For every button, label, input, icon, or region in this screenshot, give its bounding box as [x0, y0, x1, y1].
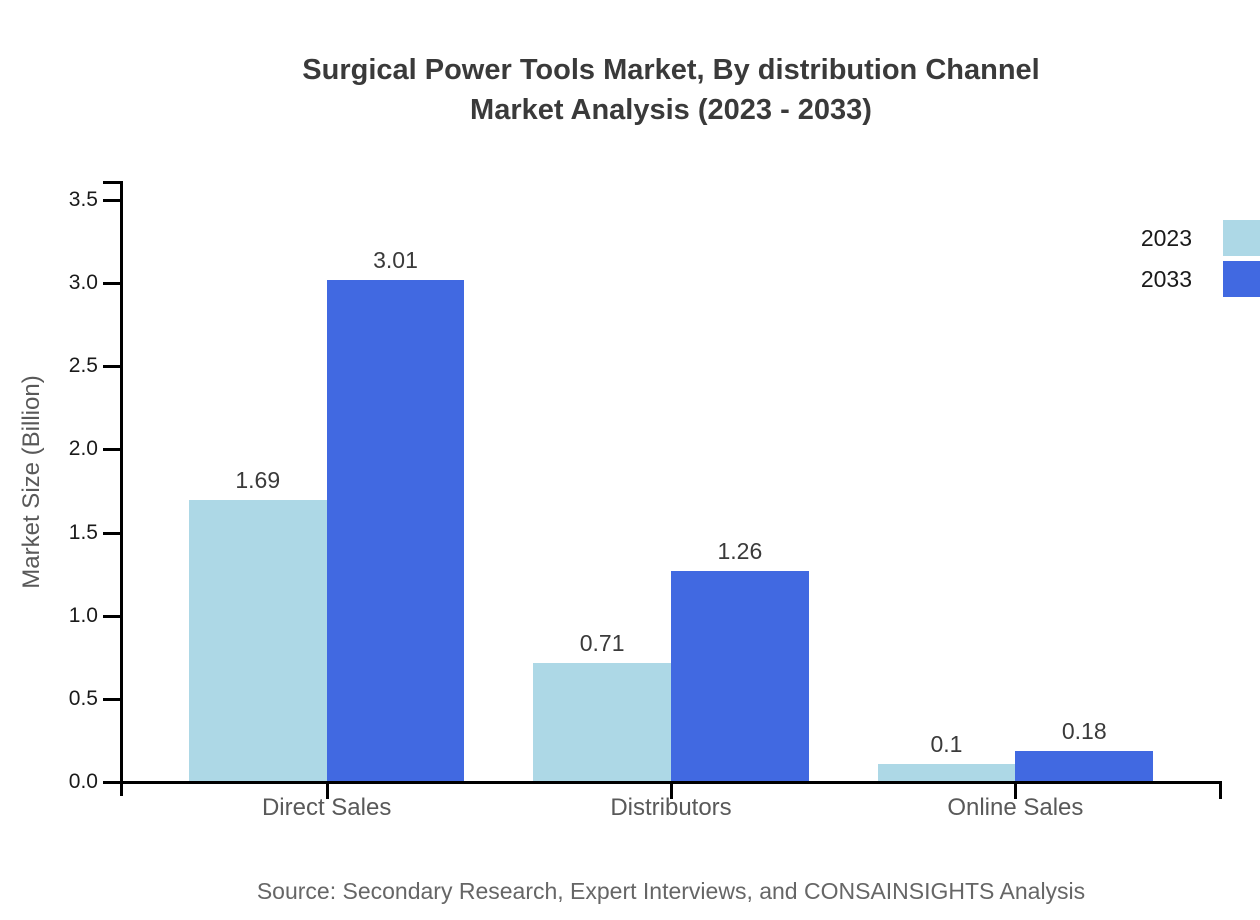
value-label-2033-distributors: 1.26	[717, 538, 763, 565]
value-label-2033-direct-sales: 3.01	[373, 247, 418, 274]
y-tick-label: 1.0	[68, 603, 98, 627]
y-tick-label: 3.5	[68, 188, 98, 211]
y-axis-spine	[120, 181, 123, 796]
y-tick	[103, 781, 120, 784]
y-tick	[103, 282, 120, 286]
bar-2033-direct-sales	[326, 280, 465, 781]
y-tick	[103, 448, 120, 452]
y-tick	[103, 531, 120, 535]
y-tick-label: 1.5	[68, 520, 98, 544]
legend-swatch	[1223, 261, 1260, 297]
y-tick-label: 2.5	[68, 354, 98, 378]
chart-title-line2: Market Analysis (2023 - 2033)	[470, 94, 872, 126]
y-tick	[103, 697, 120, 701]
bar-2023-direct-sales	[188, 499, 327, 781]
value-label-2023-direct-sales: 1.69	[235, 466, 281, 493]
category-label: Distributors	[610, 794, 732, 821]
bar-2033-distributors	[671, 571, 809, 781]
x-tick	[1014, 784, 1018, 799]
legend-row-2033: 2033	[1141, 261, 1260, 297]
x-axis-end-cap	[1219, 784, 1222, 799]
bar-2023-distributors	[533, 662, 671, 781]
x-tick	[670, 784, 673, 799]
legend-label: 2023	[1140, 224, 1192, 251]
y-tick-label: 0.0	[68, 770, 98, 793]
y-axis-end-cap	[103, 181, 120, 184]
category-label: Direct Sales	[261, 794, 392, 821]
y-tick-label: 0.5	[68, 686, 98, 710]
x-tick	[325, 784, 329, 799]
y-tick	[103, 199, 120, 202]
legend-label: 2033	[1140, 265, 1192, 292]
x-axis-spine	[120, 781, 1222, 784]
chart-title: Surgical Power Tools Market, By distribu…	[120, 50, 1222, 130]
source-note: Source: Secondary Research, Expert Inter…	[256, 878, 1086, 904]
legend: 2023 2033	[1141, 220, 1260, 302]
legend-row-2023: 2023	[1141, 220, 1260, 256]
y-tick-label: 3.0	[68, 271, 98, 295]
y-tick	[103, 365, 120, 369]
category-label: Online Sales	[947, 794, 1084, 821]
chart-title-line1: Surgical Power Tools Market, By distribu…	[302, 54, 1040, 86]
value-label-2023-distributors: 0.71	[579, 629, 625, 656]
bar-2023-online-sales	[877, 764, 1016, 781]
bar-2033-online-sales	[1015, 751, 1154, 781]
value-label-2023-online-sales: 0.1	[930, 731, 963, 758]
y-tick-label: 2.0	[68, 437, 98, 461]
y-tick	[103, 614, 120, 618]
legend-swatch	[1223, 220, 1260, 256]
value-label-2033-online-sales: 0.18	[1061, 718, 1107, 745]
